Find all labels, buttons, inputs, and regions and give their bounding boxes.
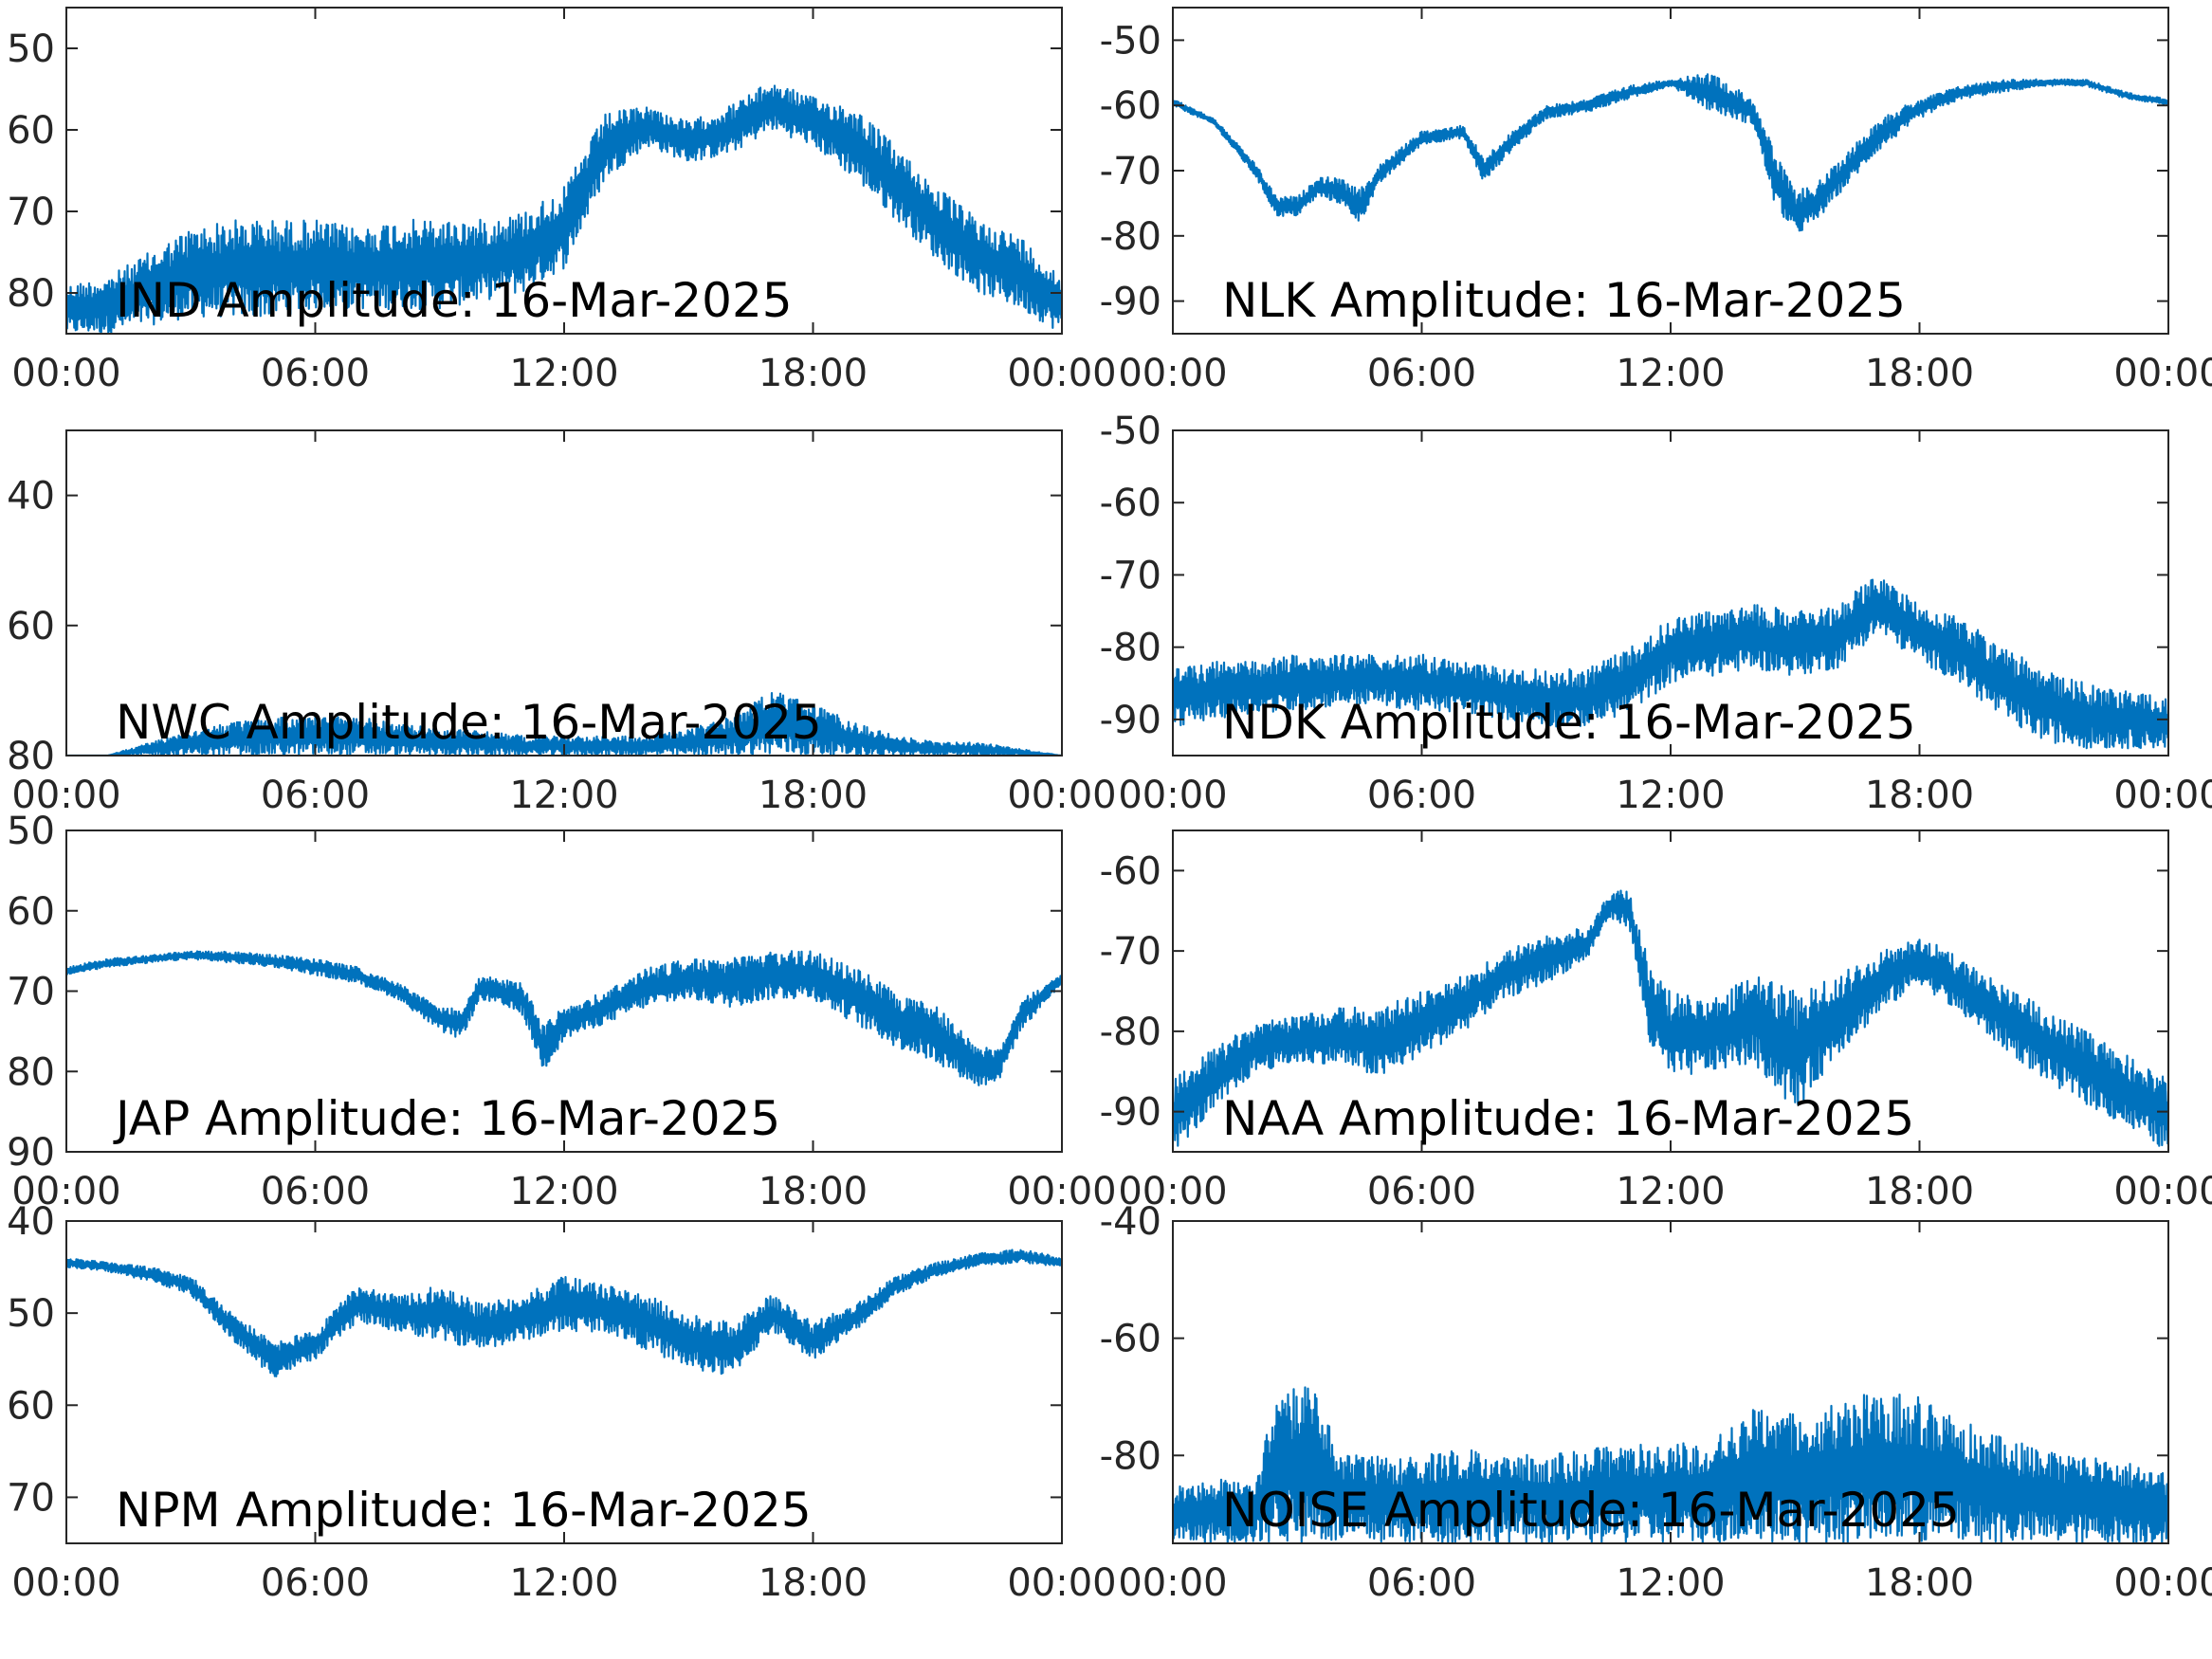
x-tick-label: 12:00 xyxy=(509,1561,618,1605)
signal-trace xyxy=(1173,73,2168,232)
signal-trace xyxy=(66,692,1062,756)
panel-2: 00:00 06:00 12:00 18:00 00:00 40 60 80 NWC Ampli… xyxy=(7,429,1117,817)
y-tick-label: 70 xyxy=(7,191,55,234)
y-tick-label: -60 xyxy=(1100,84,1161,128)
x-tick-label: 06:00 xyxy=(261,1170,370,1213)
y-tick-label: 40 xyxy=(7,475,55,519)
y-tick-label: 70 xyxy=(7,1476,55,1520)
y-tick-label: -70 xyxy=(1100,150,1161,193)
y-tick-label: -90 xyxy=(1100,699,1161,742)
x-tick-label: 06:00 xyxy=(1367,1170,1476,1213)
x-tick-label: 00:00 xyxy=(2113,774,2212,817)
x-tick-label: 06:00 xyxy=(1367,1561,1476,1605)
x-tick-label: 00:00 xyxy=(1007,1561,1116,1605)
y-tick-label: -60 xyxy=(1100,849,1161,893)
x-tick-label: 00:00 xyxy=(1007,774,1116,817)
x-tick-label: 18:00 xyxy=(759,774,868,817)
panel-6: 00:00 06:00 12:00 18:00 00:00 40 50 60 70 NPM Amp… xyxy=(7,1200,1117,1605)
x-tick-label: 00:00 xyxy=(11,352,120,395)
x-tick-label: 18:00 xyxy=(1865,352,1974,395)
y-tick-label: -90 xyxy=(1100,1091,1161,1135)
panel-3: 00:00 06:00 12:00 18:00 00:00 -50 -60 -70 -80 -90… xyxy=(1100,410,2212,817)
signal-trace xyxy=(66,950,1062,1086)
x-tick-label: 06:00 xyxy=(1367,352,1476,395)
x-tick-label: 12:00 xyxy=(1616,1561,1725,1605)
panel-title: JAP Amplitude: 16-Mar-2025 xyxy=(113,1091,780,1146)
panel-5: 00:00 06:00 12:00 18:00 00:00 -60 -70 -80 -90 NAA… xyxy=(1100,830,2212,1213)
y-tick-label: -90 xyxy=(1100,281,1161,324)
y-tick-label: -60 xyxy=(1100,482,1161,525)
x-tick-label: 18:00 xyxy=(1865,1561,1974,1605)
x-tick-label: 00:00 xyxy=(1007,352,1116,395)
y-tick-label: 50 xyxy=(7,810,55,853)
x-tick-label: 18:00 xyxy=(759,1561,868,1605)
x-tick-label: 12:00 xyxy=(1616,774,1725,817)
x-tick-label: 00:00 xyxy=(1118,774,1227,817)
y-tick-label: 90 xyxy=(7,1131,55,1175)
x-tick-label: 06:00 xyxy=(1367,774,1476,817)
x-tick-label: 00:00 xyxy=(1007,1170,1116,1213)
y-tick-label: 40 xyxy=(7,1200,55,1244)
panel-7: 00:00 06:00 12:00 18:00 00:00 -40 -60 -80 NOISE … xyxy=(1100,1200,2212,1605)
x-tick-label: 00:00 xyxy=(2113,352,2212,395)
x-tick-label: 18:00 xyxy=(759,1170,868,1213)
x-tick-label: 00:00 xyxy=(1118,1561,1227,1605)
panel-title: NWC Amplitude: 16-Mar-2025 xyxy=(116,695,822,750)
x-tick-label: 18:00 xyxy=(1865,774,1974,817)
x-tick-label: 00:00 xyxy=(11,1561,120,1605)
x-tick-label: 06:00 xyxy=(261,774,370,817)
panel-1: 00:00 06:00 12:00 18:00 00:00 -50 -60 -70 -80 -90… xyxy=(1100,7,2212,395)
y-tick-label: -80 xyxy=(1100,1434,1161,1478)
y-tick-label: 60 xyxy=(7,1384,55,1428)
x-tick-label: 00:00 xyxy=(1118,1170,1227,1213)
y-tick-label: -70 xyxy=(1100,930,1161,974)
y-tick-label: 60 xyxy=(7,109,55,153)
panel-title: NPM Amplitude: 16-Mar-2025 xyxy=(116,1483,812,1538)
y-tick-label: -80 xyxy=(1100,1011,1161,1054)
x-tick-label: 06:00 xyxy=(261,352,370,395)
x-tick-label: 18:00 xyxy=(759,352,868,395)
x-tick-label: 00:00 xyxy=(11,1170,120,1213)
y-tick-label: 80 xyxy=(7,735,55,778)
x-tick-label: 00:00 xyxy=(2113,1561,2212,1605)
y-tick-label: 60 xyxy=(7,890,55,934)
panel-title: NLK Amplitude: 16-Mar-2025 xyxy=(1222,273,1906,328)
x-tick-label: 12:00 xyxy=(1616,1170,1725,1213)
x-tick-label: 06:00 xyxy=(261,1561,370,1605)
y-tick-label: 80 xyxy=(7,272,55,316)
panel-title: NOISE Amplitude: 16-Mar-2025 xyxy=(1222,1483,1960,1538)
panel-title: NDK Amplitude: 16-Mar-2025 xyxy=(1222,695,1916,750)
signal-trace xyxy=(1173,578,2168,750)
y-tick-label: -50 xyxy=(1100,19,1161,63)
y-tick-label: -60 xyxy=(1100,1318,1161,1361)
y-tick-label: 50 xyxy=(7,27,55,71)
y-tick-label: -80 xyxy=(1100,627,1161,670)
signal-trace xyxy=(1173,889,2168,1147)
signal-trace xyxy=(66,1249,1062,1377)
panel-4: 00:00 06:00 12:00 18:00 00:00 50 60 70 80 90 JAP A… xyxy=(7,810,1117,1213)
panel-title: NAA Amplitude: 16-Mar-2025 xyxy=(1222,1091,1914,1146)
x-tick-label: 12:00 xyxy=(509,774,618,817)
y-tick-label: -80 xyxy=(1100,215,1161,259)
panel-0: 00:00 06:00 12:00 18:00 00:00 50 60 70 80 IND Amp… xyxy=(7,7,1117,395)
y-tick-label: -50 xyxy=(1100,410,1161,453)
y-tick-label: -70 xyxy=(1100,554,1161,597)
y-tick-label: 70 xyxy=(7,971,55,1014)
x-tick-label: 00:00 xyxy=(1118,352,1227,395)
x-tick-label: 00:00 xyxy=(11,774,120,817)
y-tick-label: 50 xyxy=(7,1292,55,1336)
y-tick-label: 80 xyxy=(7,1050,55,1094)
y-tick-label: -40 xyxy=(1100,1200,1161,1244)
y-tick-label: 60 xyxy=(7,605,55,648)
signal-trace xyxy=(1173,1386,2168,1543)
x-tick-label: 12:00 xyxy=(509,352,618,395)
x-tick-label: 00:00 xyxy=(2113,1170,2212,1213)
x-tick-label: 18:00 xyxy=(1865,1170,1974,1213)
x-tick-label: 12:00 xyxy=(1616,352,1725,395)
x-tick-label: 12:00 xyxy=(509,1170,618,1213)
panel-title: IND Amplitude: 16-Mar-2025 xyxy=(116,273,793,328)
signal-trace xyxy=(66,84,1062,334)
